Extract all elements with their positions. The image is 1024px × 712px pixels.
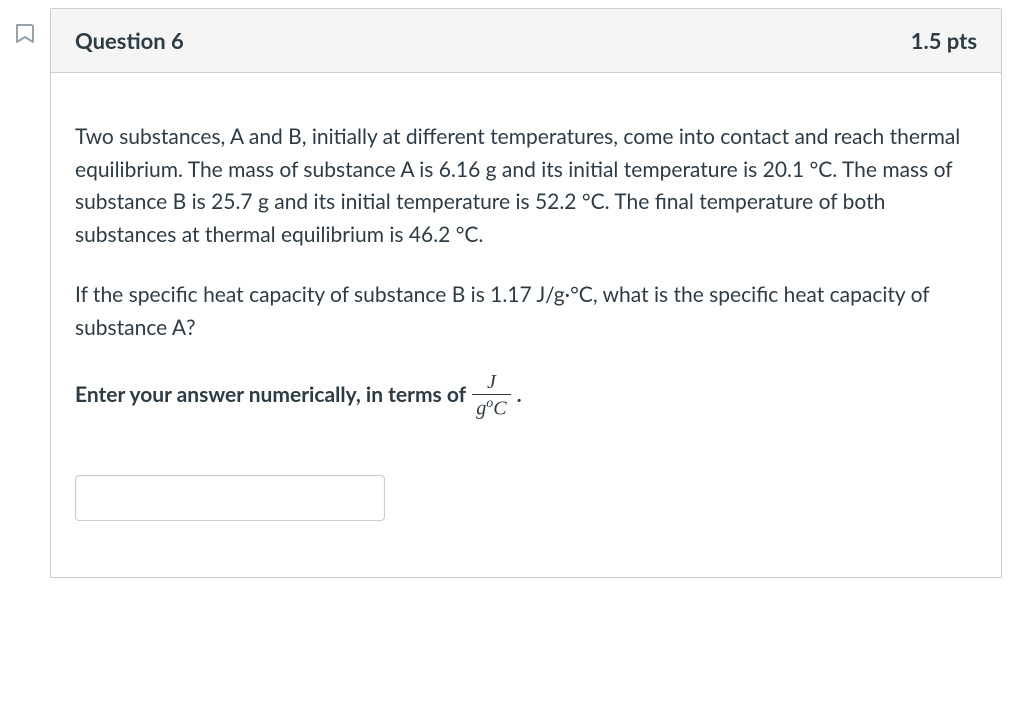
instruction-line: Enter your answer numerically, in terms … xyxy=(75,372,977,419)
answer-input[interactable] xyxy=(75,475,385,521)
question-paragraph-1: Two substances, A and B, initially at di… xyxy=(75,121,977,251)
unit-fraction: J goC xyxy=(472,372,510,419)
question-title: Question 6 xyxy=(75,27,184,54)
question-points: 1.5 pts xyxy=(911,27,977,54)
instruction-period: . xyxy=(517,379,522,412)
status-column xyxy=(0,8,50,50)
den-C: C xyxy=(493,398,506,420)
fraction-numerator: J xyxy=(483,372,500,394)
fraction-denominator: goC xyxy=(472,394,510,419)
den-g: g xyxy=(476,398,486,420)
question-header: Question 6 1.5 pts xyxy=(51,9,1001,73)
question-wrapper: Question 6 1.5 pts Two substances, A and… xyxy=(0,0,1024,578)
question-body: Two substances, A and B, initially at di… xyxy=(51,73,1001,577)
flag-outline-icon[interactable] xyxy=(11,22,39,50)
question-paragraph-2: If the specific heat capacity of substan… xyxy=(75,279,977,344)
instruction-text: Enter your answer numerically, in terms … xyxy=(75,379,466,412)
question-card: Question 6 1.5 pts Two substances, A and… xyxy=(50,8,1002,578)
